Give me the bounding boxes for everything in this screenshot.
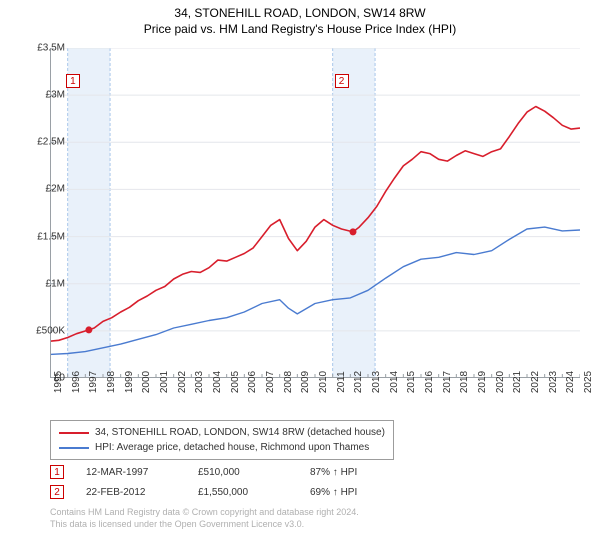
x-tick-label: 2024 — [565, 371, 576, 393]
x-tick-label: 1995 — [53, 371, 64, 393]
x-tick-label: 2005 — [230, 371, 241, 393]
chart-container: 34, STONEHILL ROAD, LONDON, SW14 8RW Pri… — [0, 0, 600, 560]
x-tick-label: 2018 — [459, 371, 470, 393]
footer-line: Contains HM Land Registry data © Crown c… — [50, 506, 359, 518]
y-tick-label: £2.5M — [37, 137, 65, 148]
x-tick-label: 2015 — [406, 371, 417, 393]
legend-swatch-property — [59, 432, 89, 434]
sale-date: 22-FEB-2012 — [86, 487, 176, 498]
sale-price: £510,000 — [198, 467, 288, 478]
x-tick-label: 2022 — [530, 371, 541, 393]
x-tick-label: 2019 — [477, 371, 488, 393]
x-tick-label: 2025 — [583, 371, 594, 393]
y-tick-label: £1.5M — [37, 231, 65, 242]
sale-pct: 87% ↑ HPI — [310, 467, 400, 478]
chart-svg — [50, 48, 580, 378]
sale-marker-icon: 2 — [50, 485, 64, 499]
sale-price: £1,550,000 — [198, 487, 288, 498]
legend-label: HPI: Average price, detached house, Rich… — [95, 440, 369, 455]
legend-row: HPI: Average price, detached house, Rich… — [59, 440, 385, 455]
x-tick-label: 2007 — [265, 371, 276, 393]
title-block: 34, STONEHILL ROAD, LONDON, SW14 8RW Pri… — [0, 0, 600, 37]
x-tick-label: 2001 — [159, 371, 170, 393]
y-tick-label: £3M — [46, 90, 65, 101]
x-tick-label: 2002 — [177, 371, 188, 393]
sale-marker-icon: 2 — [335, 74, 349, 88]
legend-swatch-hpi — [59, 447, 89, 449]
y-tick-label: £3.5M — [37, 43, 65, 54]
x-tick-label: 2013 — [371, 371, 382, 393]
x-tick-label: 2020 — [495, 371, 506, 393]
x-tick-label: 2000 — [141, 371, 152, 393]
legend: 34, STONEHILL ROAD, LONDON, SW14 8RW (de… — [50, 420, 394, 460]
sale-marker-icon: 1 — [66, 74, 80, 88]
x-tick-label: 2012 — [353, 371, 364, 393]
footer-line: This data is licensed under the Open Gov… — [50, 518, 359, 530]
x-tick-label: 2014 — [389, 371, 400, 393]
x-tick-label: 1997 — [88, 371, 99, 393]
sale-pct: 69% ↑ HPI — [310, 487, 400, 498]
x-tick-label: 2003 — [194, 371, 205, 393]
x-tick-label: 2008 — [283, 371, 294, 393]
legend-label: 34, STONEHILL ROAD, LONDON, SW14 8RW (de… — [95, 425, 385, 440]
x-tick-label: 2009 — [300, 371, 311, 393]
sales-row: 1 12-MAR-1997 £510,000 87% ↑ HPI — [50, 462, 400, 482]
sales-row: 2 22-FEB-2012 £1,550,000 69% ↑ HPI — [50, 482, 400, 502]
title-main: 34, STONEHILL ROAD, LONDON, SW14 8RW — [0, 6, 600, 22]
x-tick-label: 2017 — [442, 371, 453, 393]
y-tick-label: £1M — [46, 278, 65, 289]
footer: Contains HM Land Registry data © Crown c… — [50, 506, 359, 530]
y-tick-label: £2M — [46, 184, 65, 195]
sale-marker-icon: 1 — [50, 465, 64, 479]
x-tick-label: 2006 — [247, 371, 258, 393]
x-tick-label: 2023 — [548, 371, 559, 393]
sales-table: 1 12-MAR-1997 £510,000 87% ↑ HPI 2 22-FE… — [50, 462, 400, 502]
x-tick-label: 2004 — [212, 371, 223, 393]
x-tick-label: 2021 — [512, 371, 523, 393]
chart-area: 12 — [50, 48, 580, 378]
y-tick-label: £500K — [36, 325, 65, 336]
title-sub: Price paid vs. HM Land Registry's House … — [0, 22, 600, 38]
x-tick-label: 1996 — [71, 371, 82, 393]
x-tick-label: 2016 — [424, 371, 435, 393]
x-tick-label: 1999 — [124, 371, 135, 393]
legend-row: 34, STONEHILL ROAD, LONDON, SW14 8RW (de… — [59, 425, 385, 440]
sale-date: 12-MAR-1997 — [86, 467, 176, 478]
x-tick-label: 1998 — [106, 371, 117, 393]
x-tick-label: 2010 — [318, 371, 329, 393]
x-tick-label: 2011 — [336, 371, 347, 393]
